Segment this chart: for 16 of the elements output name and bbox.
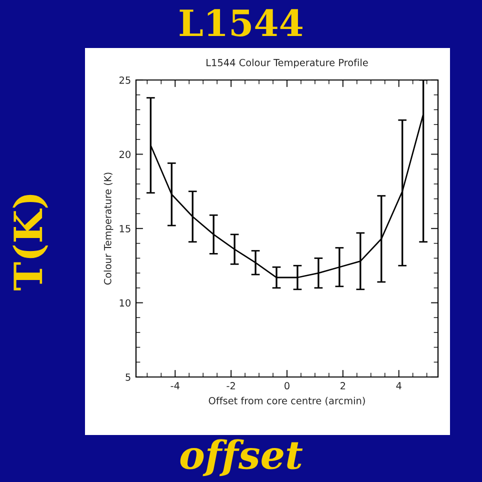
x-tick-label: 4 [396,382,402,390]
x-axis-title: Offset from core centre (arcmin) [208,396,365,406]
chart-subtitle: L1544 Colour Temperature Profile [206,58,368,68]
y-tick-label: 15 [120,225,130,232]
x-tick-label: 0 [284,382,290,390]
chart-title: L1544 [180,9,302,36]
y-tick-label: 25 [119,76,130,84]
y-axis-title: Colour Temperature (K) [104,172,114,285]
x-tick-label: 2 [340,382,346,390]
x-tick-label: -2 [226,382,235,390]
text: offset [180,439,303,476]
y-tick-label: 5 [126,374,130,381]
y-tick-label: 10 [120,299,130,307]
y-tick-label: 20 [119,150,130,158]
x-tick-label: -4 [170,382,180,390]
text: T(K) [12,194,48,290]
